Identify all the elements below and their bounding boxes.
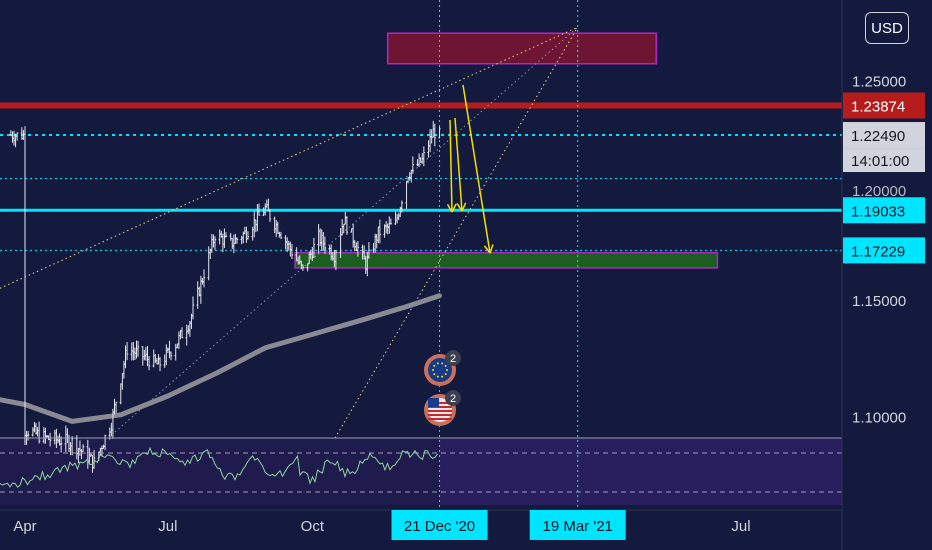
price-badge-0: 1.23874: [851, 99, 905, 116]
x-tick-label-0: Apr: [13, 518, 36, 535]
forecast-arrow-1: [446, 119, 457, 213]
moving-average-line-start: [0, 397, 28, 408]
y-tick-label-0: 1.25000: [852, 74, 906, 91]
price-badge-sub-bg-1: [843, 148, 925, 173]
forecast-arrow-3-head-b: [489, 244, 494, 254]
eu-star-icon: [433, 364, 436, 367]
price-badge-2: 1.19033: [851, 203, 905, 220]
event-badges: 22: [424, 350, 461, 426]
forecast-arrow-1-head-b: [451, 203, 457, 213]
date-label-0: 21 Dec '20: [404, 518, 475, 535]
eu-star-icon: [441, 362, 444, 365]
price-bars: [9, 120, 441, 473]
x-tick-label-2: Oct: [301, 518, 325, 535]
forecast-arrow-2-head-a: [456, 203, 463, 212]
eu-star-icon: [444, 373, 447, 376]
rsi-line: [0, 446, 438, 488]
us-stripe-icon: [428, 402, 452, 404]
forecast-arrow-2-head-b: [461, 202, 467, 212]
price-badge-bg-0: [843, 92, 925, 119]
price-badge-1: 1.22490: [851, 128, 905, 145]
event-count-eu: 2: [450, 353, 456, 365]
y-tick-label-1: 1.15000: [852, 293, 906, 310]
us-canton-icon: [428, 398, 439, 407]
eu-star-icon: [436, 362, 439, 365]
date-label-bg-1: [529, 510, 626, 540]
us-stripe-icon: [428, 406, 452, 408]
forecast-arrow-1-shaft: [449, 119, 453, 213]
price-badge-bg-3: [843, 237, 925, 264]
currency-button[interactable]: USD: [865, 12, 909, 44]
event-count-bubble-eu: [445, 350, 461, 366]
event-flag-eu-icon: [428, 358, 452, 382]
forecast-arrow-3-head-a: [483, 245, 491, 254]
zone-rect-0: [386, 32, 657, 65]
date-label-1: 19 Mar '21: [542, 518, 612, 535]
trend-line-lower: [334, 26, 579, 439]
trend-line-middle: [114, 26, 579, 433]
eu-star-icon: [432, 369, 434, 371]
forecast-arrow-3: [462, 84, 494, 254]
eu-star-icon: [446, 369, 448, 371]
eu-star-icon: [436, 375, 439, 378]
rsi-future-shade: [440, 438, 842, 505]
moving-average-line: [22, 293, 442, 424]
price-badge-bg-2: [843, 197, 925, 224]
eu-star-icon: [433, 373, 436, 376]
x-tick-label-3: Jul: [731, 518, 750, 535]
event-count-bubble-us: [445, 390, 461, 406]
y-tick-label-hidden: 1.20000: [852, 183, 906, 200]
event-count-us: 2: [450, 393, 456, 405]
us-stripe-icon: [428, 418, 452, 420]
forecast-arrow-1-head-a: [446, 203, 453, 213]
price-badge-bg-1: [843, 122, 925, 149]
forecast-arrow-2-shaft: [454, 117, 463, 212]
rsi-panel-shade: [0, 438, 440, 505]
us-stripe-icon: [428, 410, 452, 412]
date-label-bg-0: [391, 510, 488, 540]
price-badge-3: 1.17229: [851, 243, 905, 260]
zone-rect-1: [294, 251, 719, 269]
y-tick-label-2: 1.10000: [852, 410, 906, 427]
eu-star-icon: [444, 364, 447, 367]
us-stripe-icon: [428, 414, 452, 416]
forecast-arrow-2: [454, 117, 467, 212]
eu-star-icon: [441, 375, 444, 378]
price-badge-sub-1: 14:01:00: [851, 153, 909, 170]
x-tick-label-1: Jul: [158, 518, 177, 535]
forecast-arrow-3-shaft: [462, 84, 491, 254]
